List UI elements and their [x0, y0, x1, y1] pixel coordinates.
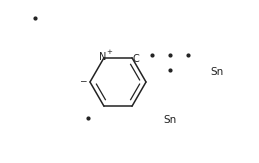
- Text: Sn: Sn: [210, 67, 223, 77]
- Text: C: C: [133, 54, 139, 64]
- Text: −: −: [79, 76, 87, 86]
- Text: N: N: [99, 52, 107, 62]
- Text: +: +: [106, 49, 112, 55]
- Text: Sn: Sn: [163, 115, 176, 125]
